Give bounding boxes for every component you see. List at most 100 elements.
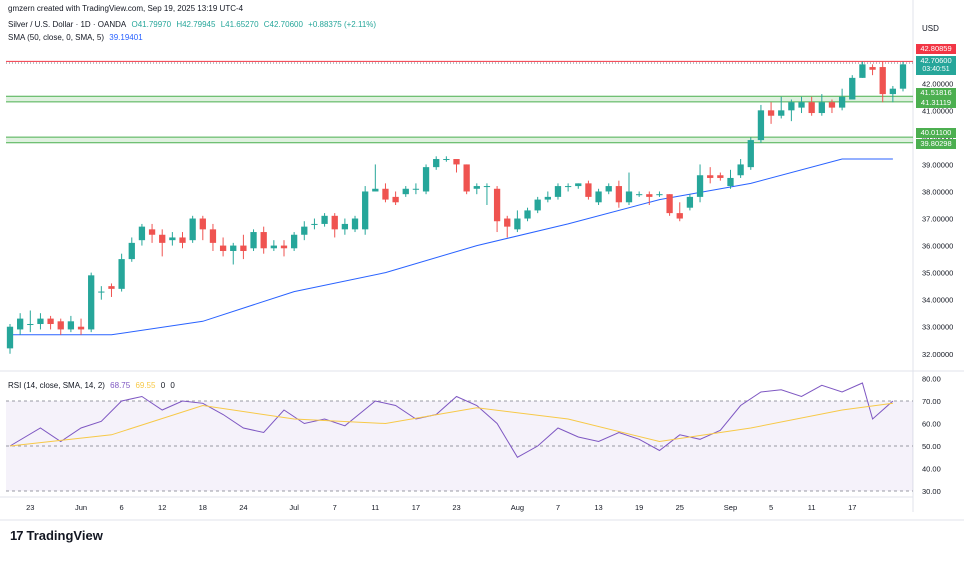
candle-body <box>27 324 34 326</box>
candle-body <box>615 186 623 203</box>
time-tick-label: 6 <box>120 503 124 512</box>
candle-body <box>392 196 399 203</box>
rsi-ma-value: 69.55 <box>135 381 156 390</box>
candle-body <box>433 159 440 168</box>
ohlc-low: L41.65270 <box>220 20 259 29</box>
price-tick-label: 32.00000 <box>922 350 953 359</box>
ohlc-change: +0.88375 (+2.11%) <box>308 20 377 29</box>
candle-body <box>179 237 186 243</box>
candle-body <box>666 194 673 214</box>
candle-body <box>798 102 805 108</box>
ohlc-close: C42.70600 <box>263 20 303 29</box>
candle-body <box>686 196 694 208</box>
candle-body <box>778 110 785 116</box>
candle-body <box>412 188 420 190</box>
rsi-tick-label: 60.00 <box>922 420 941 429</box>
rsi-tick-label: 50.00 <box>922 442 941 451</box>
candle-body <box>148 229 156 235</box>
candle-body <box>534 199 541 211</box>
candle-body <box>422 167 430 192</box>
brand-name: TradingView <box>26 528 103 543</box>
rsi-tick-label: 40.00 <box>922 465 941 474</box>
candle-body <box>128 242 135 260</box>
candle-body <box>514 218 521 230</box>
price-tick-label: 39.00000 <box>922 160 953 169</box>
sma-legend[interactable]: SMA (50, close, 0, SMA, 5) 39.19401 <box>8 33 146 42</box>
candle-body <box>869 67 876 70</box>
creator-text: gmzern created with TradingView.com, Sep… <box>8 4 244 13</box>
price-tag-top: 42.80859 <box>916 44 956 54</box>
symbol-line: Silver / U.S. Dollar · 1D · OANDA O41.79… <box>8 20 379 29</box>
candle-body <box>575 183 582 187</box>
candle-body <box>707 175 714 178</box>
candle-body <box>351 218 359 230</box>
candle-body <box>88 275 95 330</box>
rsi-legend[interactable]: RSI (14, close, SMA, 14, 2) 68.75 69.55 … <box>8 381 178 390</box>
candle-body <box>47 318 54 325</box>
time-tick-label: Jul <box>289 503 299 512</box>
time-tick-label: 23 <box>26 503 34 512</box>
price-countdown: 03:40:51 <box>916 65 956 75</box>
candle-body <box>17 318 24 330</box>
candle-body <box>747 140 754 168</box>
support-zone-1 <box>6 96 913 102</box>
candle-body <box>372 188 379 192</box>
price-tag-zone2-bottom: 39.80298 <box>916 139 956 149</box>
price-tick-label: 41.00000 <box>922 106 953 115</box>
time-tick-label: 5 <box>769 503 773 512</box>
candle-body <box>636 194 643 196</box>
candle-body <box>362 191 369 230</box>
candle-body <box>696 175 704 197</box>
candle-body <box>240 245 247 251</box>
candle-body <box>564 186 572 188</box>
rsi-tick-label: 80.00 <box>922 375 941 384</box>
rsi-value-4: 0 <box>170 381 175 390</box>
candle-body <box>838 96 846 108</box>
candle-body <box>473 186 480 189</box>
candle-body <box>493 188 501 222</box>
time-tick-label: 7 <box>333 503 337 512</box>
currency-label[interactable]: USD <box>922 24 939 33</box>
time-tick-label: 12 <box>158 503 166 512</box>
sma-value: 39.19401 <box>109 33 143 42</box>
price-tick-label: 33.00000 <box>922 323 953 332</box>
candle-body <box>453 159 460 165</box>
time-tick-label: 24 <box>239 503 247 512</box>
candle-body <box>382 188 389 200</box>
candle-body <box>108 286 115 289</box>
candle-body <box>767 110 775 116</box>
candle-body <box>656 194 663 196</box>
candle-body <box>524 210 531 219</box>
candle-body <box>331 215 338 230</box>
candle-body <box>209 229 217 243</box>
price-tag-current: 42.70600 <box>916 56 956 66</box>
candle-body <box>230 245 237 251</box>
price-tick-label: 37.00000 <box>922 215 953 224</box>
price-tick-label: 36.00000 <box>922 242 953 251</box>
candle-body <box>757 110 765 141</box>
candle-body <box>737 164 744 176</box>
sma-line <box>10 158 893 336</box>
candle-body <box>321 215 328 224</box>
candle-body <box>402 188 409 195</box>
candle-body <box>98 291 105 293</box>
candle-body <box>889 88 896 95</box>
candle-body <box>250 232 257 249</box>
time-tick-label: 7 <box>556 503 560 512</box>
time-tick-label: 18 <box>199 503 207 512</box>
candle-body <box>483 186 491 188</box>
candle-body <box>169 237 176 241</box>
tradingview-logo[interactable]: 17 TradingView <box>10 528 103 543</box>
time-tick-label: 25 <box>676 503 684 512</box>
candle-body <box>808 102 815 114</box>
rsi-ma-line <box>9 402 893 447</box>
time-tick-label: 17 <box>848 503 856 512</box>
symbol-name[interactable]: Silver / U.S. Dollar · 1D · OANDA <box>8 20 127 29</box>
time-tick-label: Sep <box>724 503 737 512</box>
candle-body <box>818 102 825 114</box>
support-zone-2 <box>6 137 913 143</box>
candle-body <box>260 232 267 249</box>
candle-body <box>159 234 166 243</box>
candle-body <box>189 218 196 241</box>
